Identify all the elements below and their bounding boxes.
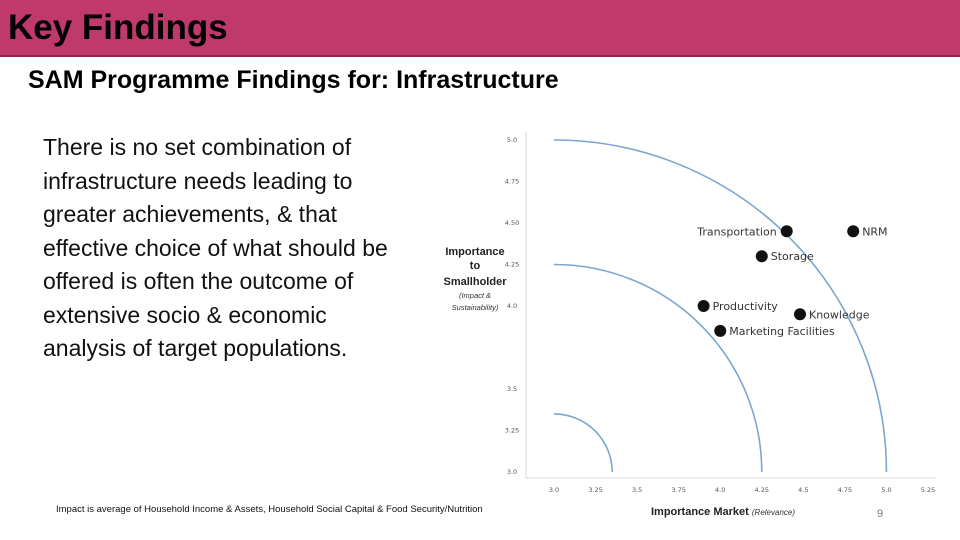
y-tick-label: 4.50 [505,219,519,227]
arc-3 [553,139,888,473]
y-tick-label: 3.5 [507,385,517,393]
y-axis-label-line1: Importance [445,246,504,258]
point-marker [714,324,727,337]
body-paragraph: There is no set combination of infrastru… [43,134,388,361]
data-point: NRM [847,225,888,238]
arc-1 [553,413,613,473]
y-axis-sublabel-line2: Sustainability) [452,303,499,312]
x-tick-label: 5.25 [921,486,935,494]
x-tick-label: 3.25 [588,486,602,494]
y-axis-label-line3: Smallholder [444,276,508,288]
y-tick-label: 3.0 [507,468,517,476]
arc-2 [553,263,763,473]
y-tick-label: 4.25 [505,261,519,269]
arc-group [553,139,888,473]
x-tick-label: 5.0 [881,486,891,494]
y-tick-label: 4.0 [507,302,517,310]
data-point: Storage [755,250,814,263]
point-label: Productivity [713,300,779,313]
x-axis-label: Importance Market (Relevance) [651,506,795,518]
y-tick-label: 5.0 [507,136,517,144]
x-axis-sublabel: (Relevance) [752,508,795,517]
page-number: 9 [877,508,884,520]
slide-subtitle: SAM Programme Findings for: Infrastructu… [28,66,559,94]
y-axis-label-line2: to [470,260,481,272]
footnote: Impact is average of Household Income & … [56,504,483,515]
y-tick-label: 4.75 [505,178,519,186]
point-marker [794,308,807,321]
point-label: NRM [862,225,887,238]
tick-group: 3.0 3.25 3.5 3.75 4.0 4.25 4.5 4.75 5.0 5.25 3.0 3.… [505,136,935,494]
x-tick-label: 4.75 [838,486,852,494]
point-label: Storage [771,250,814,263]
point-label: Marketing Facilities [729,325,835,338]
x-tick-label: 3.75 [671,486,685,494]
slide-title: Key Findings [8,8,228,47]
x-tick-label: 4.5 [798,486,808,494]
x-tick-label: 3.0 [549,486,559,494]
data-point: Productivity [697,300,779,313]
data-point: Knowledge [794,308,870,321]
y-tick-label: 3.25 [505,427,519,435]
y-axis-sublabel-line1: (Impact & [459,291,491,300]
data-point: Transportation [696,225,793,238]
x-tick-label: 4.25 [755,486,769,494]
point-marker [780,225,793,238]
data-point: Marketing Facilities [714,324,835,338]
x-tick-label: 3.5 [632,486,642,494]
point-marker [697,300,710,312]
header-banner: Key Findings [0,0,960,57]
point-marker [755,250,768,263]
point-marker [847,225,860,238]
point-label: Transportation [696,225,776,238]
point-label: Knowledge [809,308,870,321]
axis-label-group: Importance to Smallholder (Impact & Sust… [444,246,796,518]
axes-group [525,132,936,479]
x-tick-label: 4.0 [715,486,725,494]
points-group: Transportation NRM Storage Productivity Know… [696,225,888,338]
